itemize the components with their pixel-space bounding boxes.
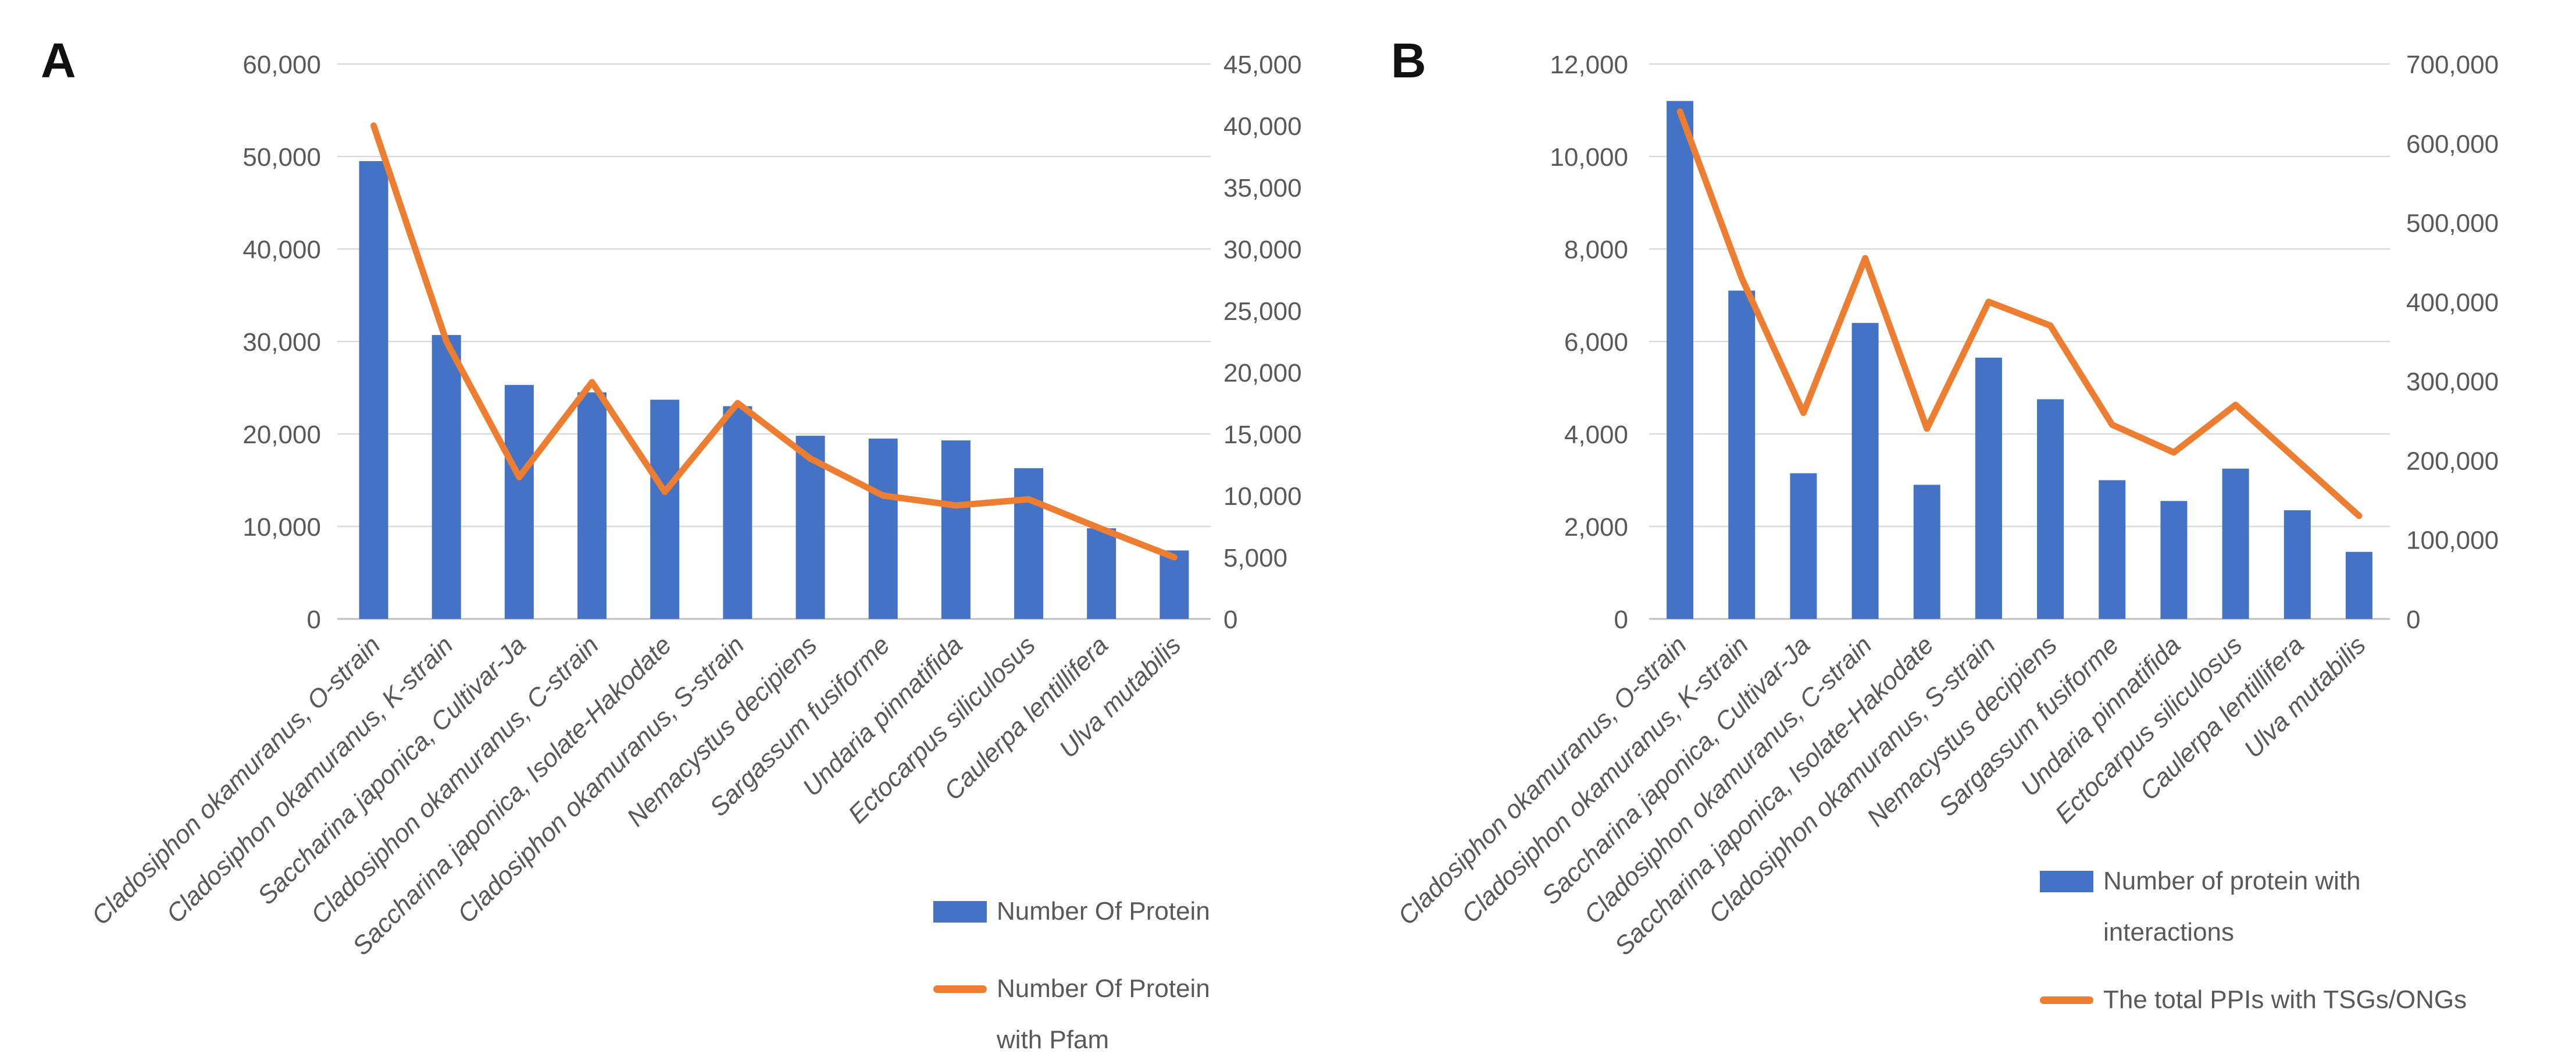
series-line-b bbox=[1676, 108, 2363, 519]
bar-cladosiphon-okamuranus-o-strain bbox=[359, 161, 388, 619]
bar-cladosiphon-okamuranus-o-strain bbox=[1667, 101, 1694, 619]
bar-cladosiphon-okamuranus-k-strain bbox=[1728, 290, 1756, 619]
right-axis-tick: 25,000 bbox=[1223, 297, 1302, 326]
legend-label-bar-b-line1: Number of protein with bbox=[2103, 867, 2361, 895]
right-axis-tick: 20,000 bbox=[1223, 359, 1302, 387]
right-axis-tick: 40,000 bbox=[1223, 112, 1302, 141]
left-axis-tick: 60,000 bbox=[242, 51, 321, 79]
bar-undaria-pinnatifida bbox=[2160, 501, 2188, 619]
right-axis-tick: 0 bbox=[1223, 606, 1237, 634]
left-axis-tick: 2,000 bbox=[1564, 513, 1628, 542]
legend-swatch-line-b bbox=[2040, 996, 2093, 1004]
bar-saccharina-japonica-isolate-hakodate bbox=[650, 400, 680, 619]
bar-ulva-mutabilis bbox=[1159, 550, 1189, 619]
panel-a-label: A bbox=[41, 33, 76, 88]
right-axis-tick: 5,000 bbox=[1223, 544, 1287, 572]
right-axis-tick: 700,000 bbox=[2406, 51, 2499, 79]
legend-swatch-line-a bbox=[933, 985, 987, 993]
left-axis-tick: 30,000 bbox=[242, 328, 321, 357]
bar-caulerpa-lentillifera bbox=[2284, 510, 2311, 619]
legend-label-bar-a: Number Of Protein bbox=[997, 897, 1210, 925]
bar-sargassum-fusiforme bbox=[2099, 480, 2126, 619]
panel-b-label: B bbox=[1391, 33, 1426, 88]
legend-swatch-bar-b bbox=[2040, 871, 2093, 892]
right-axis-tick: 500,000 bbox=[2406, 209, 2499, 238]
right-axis-tick: 300,000 bbox=[2406, 368, 2499, 396]
legend-label-line-a-line1: Number Of Protein bbox=[997, 974, 1210, 1003]
left-axis-tick: 0 bbox=[1614, 606, 1628, 634]
right-axis-tick: 10,000 bbox=[1223, 482, 1302, 511]
bar-cladosiphon-okamuranus-c-strain bbox=[1851, 323, 1879, 619]
left-axis-tick: 40,000 bbox=[242, 236, 321, 264]
bar-cladosiphon-okamuranus-c-strain bbox=[577, 392, 607, 619]
right-axis-tick: 200,000 bbox=[2406, 447, 2499, 475]
left-axis-tick: 4,000 bbox=[1564, 421, 1628, 449]
left-axis-tick: 10,000 bbox=[1550, 143, 1628, 172]
left-axis-tick: 12,000 bbox=[1550, 51, 1628, 79]
legend-label-line-b: The total PPIs with TSGs/ONGs bbox=[2103, 985, 2467, 1014]
right-axis-tick: 400,000 bbox=[2406, 289, 2499, 317]
series-line-a bbox=[370, 122, 1178, 561]
legend-label-bar-b-line2: interactions bbox=[2103, 918, 2235, 946]
bar-saccharina-japonica-isolate-hakodate bbox=[1913, 485, 1940, 619]
legend-label-line-a-line2: with Pfam bbox=[997, 1026, 1109, 1054]
bar-caulerpa-lentillifera bbox=[1087, 528, 1116, 619]
right-axis-tick: 30,000 bbox=[1223, 236, 1302, 264]
left-axis-tick: 6,000 bbox=[1564, 328, 1628, 357]
chart-panel-a: 0 10,000 20,000 30,000 40,000 50,000 60,000 0 5,… bbox=[86, 51, 1301, 961]
bar-ectocarpus-siliculosus bbox=[2222, 468, 2249, 619]
chart-panel-b: 0 2,000 4,000 6,000 8,000 10,000 12,000 0 100,00… bbox=[1393, 51, 2499, 961]
bar-ectocarpus-siliculosus bbox=[1014, 468, 1044, 619]
bar-sargassum-fusiforme bbox=[868, 438, 898, 619]
left-axis-tick: 10,000 bbox=[242, 513, 321, 542]
bar-saccharina-japonica-cultivar-ja bbox=[504, 384, 534, 619]
bar-ulva-mutabilis bbox=[2345, 551, 2372, 619]
right-axis-tick: 0 bbox=[2406, 606, 2420, 634]
right-axis-tick: 15,000 bbox=[1223, 421, 1302, 449]
bar-cladosiphon-okamuranus-k-strain bbox=[431, 334, 461, 619]
left-axis-tick: 20,000 bbox=[242, 421, 321, 449]
bar-cladosiphon-okamuranus-s-strain bbox=[1975, 357, 2002, 619]
right-axis-tick: 35,000 bbox=[1223, 174, 1302, 202]
legend-swatch-bar-a bbox=[933, 901, 987, 923]
category-label: Saccharina japonica, Cultivar-Ja bbox=[252, 631, 531, 910]
right-axis-tick: 45,000 bbox=[1223, 51, 1302, 79]
bar-undaria-pinnatifida bbox=[941, 440, 971, 619]
left-axis-tick: 50,000 bbox=[242, 143, 321, 172]
left-axis-tick: 8,000 bbox=[1564, 236, 1628, 264]
right-axis-tick: 100,000 bbox=[2406, 526, 2499, 555]
right-axis-tick: 600,000 bbox=[2406, 130, 2499, 158]
bar-saccharina-japonica-cultivar-ja bbox=[1790, 473, 1817, 619]
bar-cladosiphon-okamuranus-s-strain bbox=[723, 406, 752, 619]
bar-nemacystus-decipiens bbox=[2037, 399, 2064, 619]
left-axis-tick: 0 bbox=[307, 606, 321, 634]
